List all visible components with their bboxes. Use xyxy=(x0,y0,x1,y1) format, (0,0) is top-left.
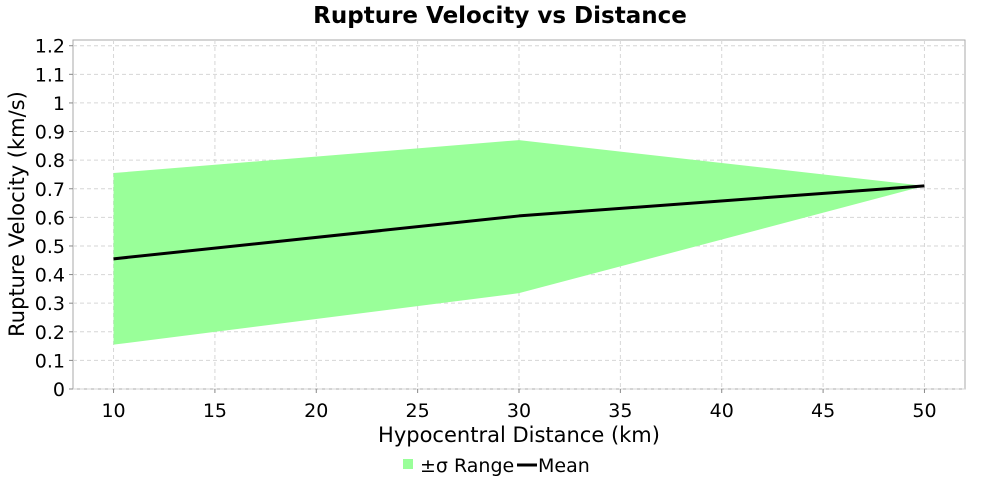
x-tick-label: 20 xyxy=(304,400,328,422)
y-tick-label: 0.5 xyxy=(35,236,65,258)
chart-title: Rupture Velocity vs Distance xyxy=(313,3,687,29)
y-tick-label: 0.9 xyxy=(35,122,65,144)
x-tick-label: 40 xyxy=(710,400,734,422)
x-tick-label: 10 xyxy=(101,400,125,422)
y-tick-label: 0.2 xyxy=(35,322,65,344)
legend: ±σ Range Mean xyxy=(403,455,590,477)
y-tick-label: 1.1 xyxy=(35,64,65,86)
x-tick-label: 50 xyxy=(912,400,936,422)
y-tick-label: 0.7 xyxy=(35,179,65,201)
legend-label: ±σ Range xyxy=(420,455,514,477)
x-tick-label: 15 xyxy=(203,400,227,422)
y-tick-label: 0.1 xyxy=(35,350,65,372)
x-tick-label: 45 xyxy=(811,400,835,422)
x-tick-label: 25 xyxy=(406,400,430,422)
x-tick-label: 30 xyxy=(507,400,531,422)
y-tick-label: 0.3 xyxy=(35,293,65,315)
y-tick-label: 1 xyxy=(53,93,65,115)
x-axis-label: Hypocentral Distance (km) xyxy=(378,423,660,447)
y-tick-label: 0.8 xyxy=(35,150,65,172)
legend-label: Mean xyxy=(538,455,590,477)
y-tick-label: 1.2 xyxy=(35,36,65,58)
y-tick-label: 0 xyxy=(53,379,65,401)
y-tick-label: 0.4 xyxy=(35,265,65,287)
y-axis-label: Rupture Velocity (km/s) xyxy=(5,91,29,337)
y-tick-label: 0.6 xyxy=(35,207,65,229)
legend-swatch-band xyxy=(403,459,413,469)
x-tick-label: 35 xyxy=(608,400,632,422)
